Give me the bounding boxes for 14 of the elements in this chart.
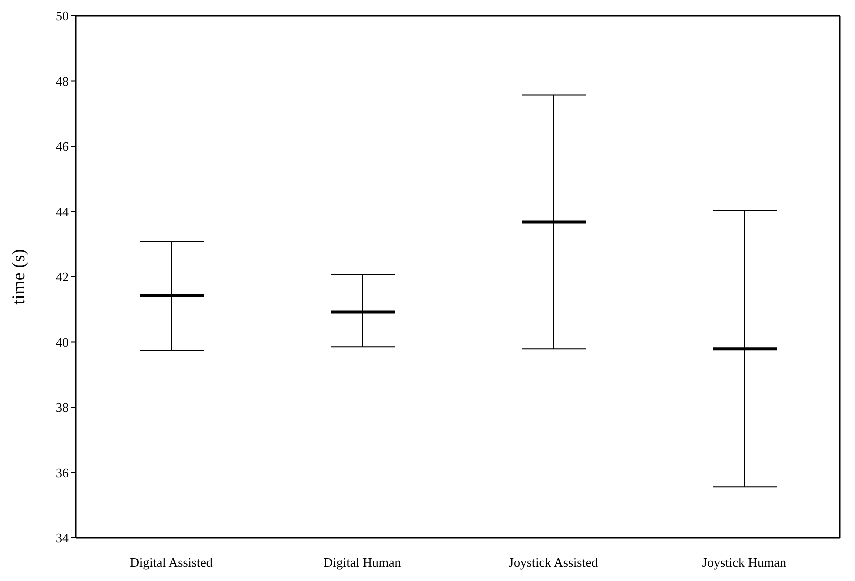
y-tick-label: 42: [56, 270, 69, 285]
x-tick-label: Digital Assisted: [130, 555, 214, 570]
y-tick-label: 44: [56, 204, 70, 220]
x-tick-label: Digital Human: [324, 555, 402, 570]
x-tick-label: Joystick Assisted: [508, 555, 599, 570]
y-tick-label: 34: [56, 530, 70, 546]
y-axis-title: time (s): [8, 249, 28, 305]
y-tick-label: 48: [56, 74, 69, 89]
y-tick-label: 46: [56, 139, 70, 154]
y-tick-label: 40: [56, 334, 69, 350]
y-tick-label: 38: [56, 400, 69, 416]
y-tick-label: 36: [56, 465, 70, 480]
x-tick-label: Joystick Human: [702, 555, 788, 570]
y-tick-label: 50: [56, 8, 69, 24]
